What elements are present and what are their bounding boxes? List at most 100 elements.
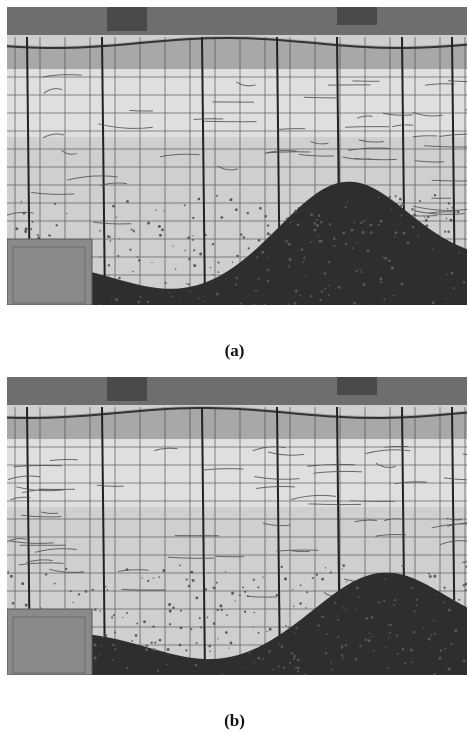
streak xyxy=(246,595,277,598)
sediment-grain xyxy=(126,200,129,203)
sediment-grain xyxy=(130,228,133,231)
sediment-grain xyxy=(320,615,323,618)
sediment-grain xyxy=(194,663,197,667)
sediment-grain xyxy=(234,208,238,212)
streak xyxy=(276,549,319,552)
sediment-grain xyxy=(126,612,128,614)
sediment-grain xyxy=(359,269,362,271)
streak xyxy=(461,561,467,564)
streak xyxy=(291,494,336,501)
sediment-grain xyxy=(188,257,191,261)
streak xyxy=(31,191,75,195)
sediment-grain xyxy=(24,227,28,231)
sediment-grain xyxy=(424,219,428,222)
sediment-grain xyxy=(131,640,134,642)
sediment-grain xyxy=(257,656,261,660)
streak xyxy=(439,133,467,137)
sediment-grain xyxy=(280,565,283,569)
sediment-grain xyxy=(342,606,344,609)
streak xyxy=(252,446,286,452)
sediment-grain xyxy=(164,281,167,285)
streak xyxy=(365,449,411,455)
flume-photo-a xyxy=(7,7,467,305)
sediment-grain xyxy=(215,581,218,584)
sediment-grain xyxy=(259,206,262,210)
sediment-grain xyxy=(299,294,302,296)
sediment-grain xyxy=(264,214,267,218)
sediment-grain xyxy=(170,295,173,298)
sediment-grain xyxy=(212,622,216,625)
sediment-grain xyxy=(242,236,246,239)
sediment-grain xyxy=(244,668,247,670)
rod xyxy=(201,406,206,675)
sediment-grain xyxy=(187,584,191,588)
sediment-grain xyxy=(184,249,186,252)
sediment-grain xyxy=(431,301,435,305)
sediment-grain xyxy=(293,654,296,658)
top-bracket-right xyxy=(337,7,377,25)
streak xyxy=(201,468,244,471)
sediment-grain xyxy=(168,291,171,294)
sediment-grain xyxy=(445,217,448,220)
sediment-grain xyxy=(290,221,292,224)
sediment-grain xyxy=(244,590,247,593)
sediment-grain xyxy=(254,289,258,292)
sediment-grain xyxy=(433,619,435,622)
sediment-grain xyxy=(204,234,207,237)
sediment-grain xyxy=(377,223,380,226)
sediment-grain xyxy=(336,618,339,620)
sediment-grain xyxy=(231,261,234,264)
sediment-grain xyxy=(317,282,319,284)
sediment-grain xyxy=(367,639,371,643)
sediment-grain xyxy=(15,227,19,231)
streak xyxy=(446,522,467,527)
sediment-grain xyxy=(111,616,114,619)
streak xyxy=(118,569,149,572)
sediment-grain xyxy=(293,632,296,634)
streak xyxy=(49,458,78,462)
sediment-grain xyxy=(411,661,413,664)
sediment-grain xyxy=(242,586,245,589)
sediment-grain xyxy=(462,584,465,587)
sediment-grain xyxy=(141,577,143,579)
sediment-grain xyxy=(291,652,294,655)
sediment-grain xyxy=(371,635,374,638)
sediment-grain xyxy=(358,596,360,598)
sediment-grain xyxy=(356,586,359,590)
flume-photo-b xyxy=(7,377,467,675)
sediment-grain xyxy=(211,243,215,246)
streak xyxy=(391,124,414,128)
sediment-grain xyxy=(379,277,383,281)
sediment-grain xyxy=(313,228,317,232)
sediment-grain xyxy=(252,661,255,663)
sediment-grain xyxy=(24,230,28,233)
sediment-grain xyxy=(257,239,261,242)
sediment-grain xyxy=(384,256,387,260)
sediment-grain xyxy=(296,666,300,670)
sediment-grain xyxy=(197,197,201,201)
sediment-grain xyxy=(31,221,34,223)
sediment-grain xyxy=(122,616,124,619)
sediment-grain xyxy=(335,615,337,617)
streak xyxy=(425,83,455,86)
top-bracket-left xyxy=(107,377,147,401)
streak xyxy=(313,470,362,474)
sediment-grain xyxy=(306,591,309,594)
sediment-grain xyxy=(366,249,370,253)
sediment-grain xyxy=(412,630,416,634)
streak xyxy=(42,133,65,139)
sediment-grain xyxy=(180,609,183,612)
sediment-grain xyxy=(427,637,431,641)
sediment-grain xyxy=(311,577,314,580)
sediment-grain xyxy=(65,567,68,570)
sediment-grain xyxy=(262,576,264,578)
streak xyxy=(383,518,402,522)
sediment-grain xyxy=(208,644,211,648)
sediment-grain xyxy=(147,579,150,582)
sediment-grain xyxy=(418,199,422,203)
sediment-grain xyxy=(266,279,269,283)
sediment-grain xyxy=(321,615,325,618)
sediment-grain xyxy=(300,248,304,251)
sediment-grain xyxy=(185,578,188,581)
sediment-grain xyxy=(415,598,418,601)
